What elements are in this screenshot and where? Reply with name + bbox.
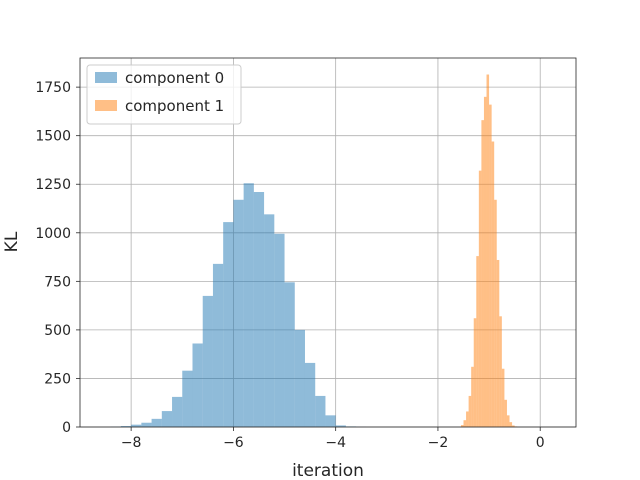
histogram-bar-component-0 [315,395,326,427]
y-tick-label: 0 [62,420,71,436]
histogram-bar-component-1 [460,425,464,427]
histogram-bar-component-0 [161,411,173,427]
x-tick-label: −8 [121,435,142,451]
histogram-bar-component-0 [141,422,152,427]
y-tick-label: 1250 [35,177,71,193]
histogram-bar-component-1 [481,120,484,427]
histogram-bar-component-0 [264,214,275,427]
histogram-bar-component-0 [233,199,244,427]
axis-ticks: −8 −6 −4 −2 0 0 250 500 750 1000 1250 1500 1750 [35,80,544,451]
histogram-bar-component-1 [494,199,497,427]
y-tick-label: 500 [44,323,71,339]
x-tick-label: −2 [428,435,449,451]
histogram-bar-component-1 [471,366,474,427]
histogram-bar-component-0 [335,425,346,427]
histogram-bar-component-0 [294,329,305,427]
histogram-bar-component-0 [212,263,224,427]
histogram-bar-component-1 [463,420,467,427]
histogram-bar-component-1 [501,368,505,427]
legend-label-component-0: component 0 [125,69,224,87]
x-axis-title: iteration [292,461,364,480]
histogram-bar-component-0 [325,415,336,427]
legend: component 0 component 1 [86,64,242,125]
histogram-bar-component-0 [253,192,265,427]
y-tick-label: 1750 [35,80,71,96]
histogram-bar-component-1 [496,259,500,427]
legend-box [86,64,242,125]
histogram-bar-component-1 [509,422,513,427]
histogram-bar-component-1 [491,141,495,427]
histogram-bar-component-1 [512,425,515,427]
histogram-bar-component-0 [120,426,132,427]
y-tick-label: 1000 [35,226,71,242]
histogram-bar-component-1 [476,256,479,427]
histogram-bar-component-0 [182,370,193,427]
histogram-bar-component-0 [151,418,162,427]
histogram-bar-component-1 [499,316,502,427]
histogram-bar-component-0 [172,396,183,427]
legend-swatch-component-1 [95,100,117,111]
histogram-bar-component-0 [284,282,295,427]
x-tick-label: 0 [536,435,545,451]
legend-swatch-component-0 [95,72,117,83]
histogram-bar-component-1 [486,74,490,427]
histogram-bar-component-1 [506,415,510,427]
plot-frame [79,57,577,428]
histogram-bar-component-1 [478,170,482,428]
x-tick-label: −4 [325,435,346,451]
histogram-bars [110,74,518,428]
legend-label-component-1: component 1 [125,97,224,115]
histogram-bar-component-1 [468,395,472,427]
y-tick-label: 1500 [35,129,71,145]
y-tick-label: 750 [44,274,71,290]
histogram-bar-component-0 [192,343,203,427]
histogram-bar-component-1 [504,399,507,427]
histogram-bar-component-0 [131,424,142,427]
x-tick-label: −6 [223,435,244,451]
histogram-bar-component-0 [243,183,254,427]
histogram-bar-component-0 [304,362,316,427]
histogram-bar-component-1 [489,104,492,427]
y-tick-label: 250 [44,371,71,387]
histogram-bar-component-1 [466,411,469,427]
histogram-bar-component-0 [274,233,285,427]
histogram-bar-component-0 [202,295,213,427]
y-axis-title: KL [2,231,22,252]
histogram-bar-component-1 [473,318,477,427]
histogram-bar-component-1 [483,96,487,427]
histogram-bar-component-0 [223,222,234,427]
